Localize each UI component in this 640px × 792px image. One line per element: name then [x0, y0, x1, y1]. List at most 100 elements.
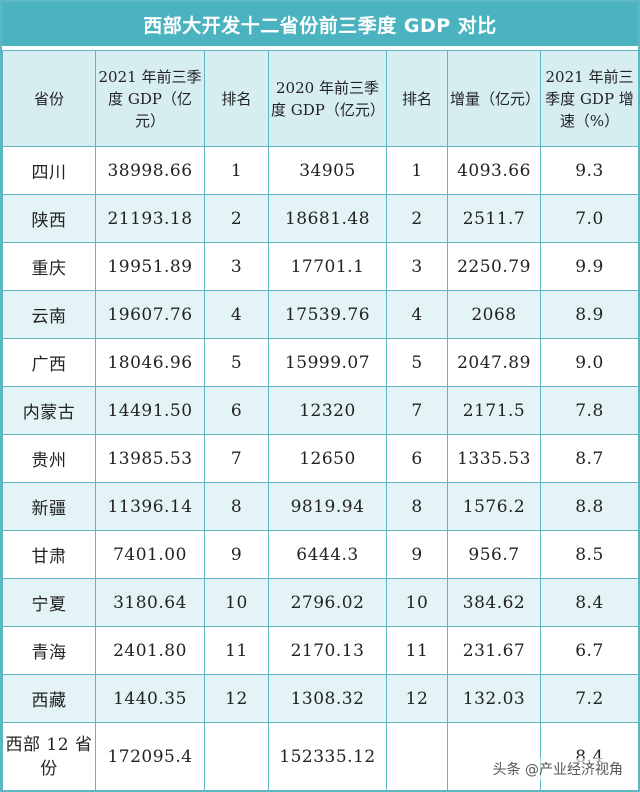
growth-cell: 9.9 — [540, 242, 639, 291]
growth-cell: 8.9 — [540, 290, 639, 339]
gdp-2020-cell: 18681.48 — [268, 194, 387, 243]
province-cell: 内蒙古 — [2, 386, 96, 435]
increment-cell: 132.03 — [447, 674, 541, 723]
rank-2021-cell: 2 — [204, 194, 269, 243]
gdp-2021-cell: 3180.64 — [95, 578, 205, 627]
gdp-2021-cell: 1440.35 — [95, 674, 205, 723]
gdp-2020-cell: 17701.1 — [268, 242, 387, 291]
growth-cell: 9.3 — [540, 146, 639, 195]
gdp-2021-cell: 172095.4 — [95, 722, 205, 791]
gdp-2021-cell: 38998.66 — [95, 146, 205, 195]
increment-cell: 1335.53 — [447, 434, 541, 483]
column-header-increment: 增量（亿元） — [447, 50, 541, 147]
province-cell: 青海 — [2, 626, 96, 675]
column-header-gdp-2021: 2021 年前三季度 GDP（亿元） — [95, 50, 205, 147]
growth-cell: 8.7 — [540, 434, 639, 483]
watermark: 头条 @产业经济视角 — [489, 758, 626, 780]
increment-cell: 231.67 — [447, 626, 541, 675]
gdp-2021-cell: 19607.76 — [95, 290, 205, 339]
table-row: 广西 18046.96 5 15999.07 5 2047.89 9.0 — [2, 338, 639, 387]
growth-cell: 8.4 — [540, 722, 639, 791]
increment-cell: 2047.89 — [447, 338, 541, 387]
gdp-2020-cell: 15999.07 — [268, 338, 387, 387]
gdp-2020-cell: 34905 — [268, 146, 387, 195]
growth-cell: 9.0 — [540, 338, 639, 387]
table-row: 云南 19607.76 4 17539.76 4 2068 8.9 — [2, 290, 639, 339]
gdp-2020-cell: 17539.76 — [268, 290, 387, 339]
table-row: 西藏 1440.35 12 1308.32 12 132.03 7.2 — [2, 674, 639, 723]
increment-cell: 384.62 — [447, 578, 541, 627]
province-cell: 西藏 — [2, 674, 96, 723]
increment-cell: 956.7 — [447, 530, 541, 579]
rank-2020-cell: 12 — [386, 674, 448, 723]
province-cell: 西部 12 省份 — [2, 722, 96, 791]
gdp-2021-cell: 7401.00 — [95, 530, 205, 579]
rank-2020-cell: 4 — [386, 290, 448, 339]
rank-2021-cell: 9 — [204, 530, 269, 579]
growth-cell: 7.0 — [540, 194, 639, 243]
province-cell: 贵州 — [2, 434, 96, 483]
growth-cell: 6.7 — [540, 626, 639, 675]
rank-2021-cell: 11 — [204, 626, 269, 675]
province-cell: 新疆 — [2, 482, 96, 531]
rank-2021-cell: 5 — [204, 338, 269, 387]
table-row: 甘肃 7401.00 9 6444.3 9 956.7 8.5 — [2, 530, 639, 579]
province-cell: 宁夏 — [2, 578, 96, 627]
header-row: 省份 2021 年前三季度 GDP（亿元） 排名 2020 年前三季度 GDP（… — [2, 50, 639, 147]
gdp-2021-cell: 19951.89 — [95, 242, 205, 291]
gdp-2021-cell: 18046.96 — [95, 338, 205, 387]
growth-cell: 7.8 — [540, 386, 639, 435]
gdp-2021-cell: 21193.18 — [95, 194, 205, 243]
rank-2020-cell: 5 — [386, 338, 448, 387]
table-row: 陕西 21193.18 2 18681.48 2 2511.7 7.0 — [2, 194, 639, 243]
rank-2021-cell: 4 — [204, 290, 269, 339]
rank-2021-cell: 3 — [204, 242, 269, 291]
growth-cell: 7.2 — [540, 674, 639, 723]
gdp-2020-cell: 1308.32 — [268, 674, 387, 723]
rank-2020-cell: 8 — [386, 482, 448, 531]
gdp-2020-cell: 6444.3 — [268, 530, 387, 579]
increment-cell: 2511.7 — [447, 194, 541, 243]
rank-2021-cell: 8 — [204, 482, 269, 531]
table-row: 新疆 11396.14 8 9819.94 8 1576.2 8.8 — [2, 482, 639, 531]
gdp-2020-cell: 9819.94 — [268, 482, 387, 531]
gdp-2020-cell: 12320 — [268, 386, 387, 435]
rank-2021-cell: 1 — [204, 146, 269, 195]
province-cell: 陕西 — [2, 194, 96, 243]
column-header-province: 省份 — [2, 50, 96, 147]
province-cell: 四川 — [2, 146, 96, 195]
gdp-2021-cell: 11396.14 — [95, 482, 205, 531]
gdp-2020-cell: 152335.12 — [268, 722, 387, 791]
gdp-2021-cell: 13985.53 — [95, 434, 205, 483]
table-body: 四川 38998.66 1 34905 1 4093.66 9.3 陕西 21193.18 2 18… — [2, 146, 639, 791]
rank-2020-cell: 11 — [386, 626, 448, 675]
rank-2020-cell: 1 — [386, 146, 448, 195]
column-header-rank-2020: 排名 — [386, 50, 448, 147]
table-row: 重庆 19951.89 3 17701.1 3 2250.79 9.9 — [2, 242, 639, 291]
rank-2021-cell: 12 — [204, 674, 269, 723]
gdp-2021-cell: 14491.50 — [95, 386, 205, 435]
rank-2020-cell: 6 — [386, 434, 448, 483]
growth-cell: 8.8 — [540, 482, 639, 531]
rank-2021-cell: 6 — [204, 386, 269, 435]
column-header-rank-2021: 排名 — [204, 50, 269, 147]
increment-cell — [447, 722, 541, 791]
table-row: 青海 2401.80 11 2170.13 11 231.67 6.7 — [2, 626, 639, 675]
increment-cell: 4093.66 — [447, 146, 541, 195]
table-row: 内蒙古 14491.50 6 12320 7 2171.5 7.8 — [2, 386, 639, 435]
rank-2020-cell: 2 — [386, 194, 448, 243]
gdp-2020-cell: 12650 — [268, 434, 387, 483]
gdp-2020-cell: 2796.02 — [268, 578, 387, 627]
column-header-growth: 2021 年前三季度 GDP 增速（%） — [540, 50, 639, 147]
increment-cell: 2171.5 — [447, 386, 541, 435]
rank-2020-cell — [386, 722, 448, 791]
province-cell: 广西 — [2, 338, 96, 387]
province-cell: 重庆 — [2, 242, 96, 291]
gdp-2021-cell: 2401.80 — [95, 626, 205, 675]
column-header-gdp-2020: 2020 年前三季度 GDP（亿元） — [268, 50, 387, 147]
gdp-table: 省份 2021 年前三季度 GDP（亿元） 排名 2020 年前三季度 GDP（… — [2, 50, 639, 791]
table-row: 宁夏 3180.64 10 2796.02 10 384.62 8.4 — [2, 578, 639, 627]
gdp-2020-cell: 2170.13 — [268, 626, 387, 675]
rank-2020-cell: 10 — [386, 578, 448, 627]
